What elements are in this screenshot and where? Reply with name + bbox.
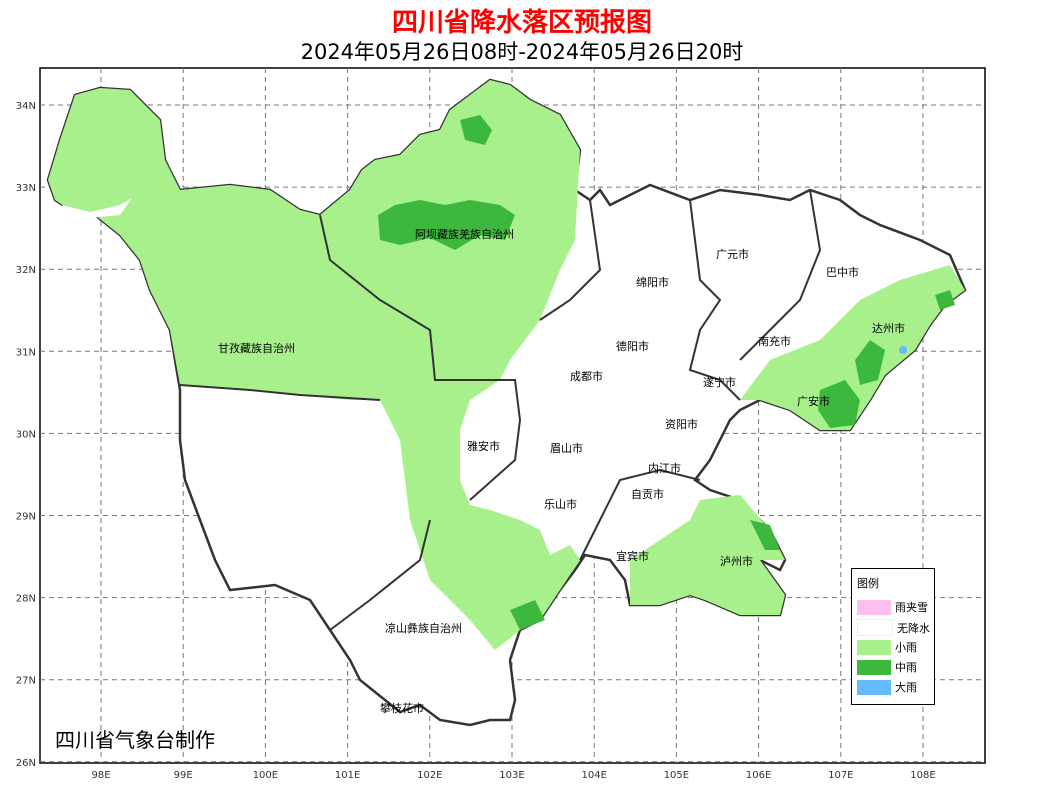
- moderate-rain-areas: [378, 115, 955, 630]
- city-label: 南充市: [758, 334, 791, 348]
- lat-tick-label: 32N: [16, 265, 36, 276]
- lon-tick-label: 102E: [417, 770, 442, 781]
- city-label: 广元市: [716, 247, 749, 261]
- no-rain-patch: [62, 198, 132, 218]
- city-label: 德阳市: [616, 339, 649, 353]
- city-label: 内江市: [648, 461, 681, 475]
- lat-tick-label: 33N: [16, 183, 36, 194]
- lat-tick-label: 29N: [16, 512, 36, 523]
- city-label: 自贡市: [631, 487, 664, 501]
- legend-swatch: [857, 599, 891, 615]
- city-label: 绵阳市: [636, 275, 669, 289]
- city-label: 成都市: [570, 369, 603, 383]
- city-label: 巴中市: [826, 265, 859, 279]
- city-label: 资阳市: [665, 417, 698, 431]
- lat-tick-label: 28N: [16, 594, 36, 605]
- legend-swatch: [857, 679, 891, 695]
- legend-swatch: [857, 619, 893, 636]
- lon-tick-label: 100E: [253, 770, 278, 781]
- city-label: 达州市: [872, 321, 905, 335]
- lat-tick-label: 31N: [16, 347, 36, 358]
- legend-label: 雨夹雪: [895, 601, 928, 614]
- legend: 图例 雨夹雪无降水小雨中雨大雨: [851, 568, 935, 705]
- lon-tick-label: 101E: [335, 770, 360, 781]
- legend-item: 中雨: [857, 659, 937, 675]
- city-label: 泸州市: [720, 554, 753, 568]
- city-label: 雅安市: [467, 439, 500, 453]
- lon-tick-label: 99E: [174, 770, 193, 781]
- city-label: 攀枝花市: [380, 701, 424, 715]
- lat-tick-label: 34N: [16, 101, 36, 112]
- legend-label: 中雨: [895, 661, 917, 674]
- light-rain-area-south: [630, 495, 785, 615]
- city-label: 广安市: [797, 394, 830, 408]
- legend-swatch: [857, 659, 891, 675]
- city-label: 遂宁市: [703, 375, 736, 389]
- prefecture-boundaries: [179, 189, 822, 631]
- legend-item: 大雨: [857, 679, 937, 695]
- legend-swatch: [857, 639, 891, 655]
- legend-item: 无降水: [857, 619, 937, 636]
- city-label: 眉山市: [550, 441, 583, 455]
- light-rain-area-east: [740, 265, 965, 430]
- city-label: 凉山彝族自治州: [385, 621, 462, 635]
- lon-tick-label: 105E: [664, 770, 689, 781]
- lat-tick-label: 30N: [16, 429, 36, 440]
- city-label: 宜宾市: [616, 549, 649, 563]
- lon-tick-label: 104E: [581, 770, 606, 781]
- lon-tick-label: 106E: [746, 770, 771, 781]
- credit-text: 四川省气象台制作: [55, 728, 215, 752]
- city-label: 阿坝藏族羌族自治州: [415, 227, 514, 241]
- lon-tick-label: 107E: [828, 770, 853, 781]
- legend-label: 小雨: [895, 641, 917, 654]
- lat-tick-label: 27N: [16, 676, 36, 687]
- map-title: 四川省降水落区预报图: [391, 8, 652, 38]
- legend-title: 图例: [857, 577, 879, 590]
- heavy-rain-spot: [899, 346, 907, 354]
- map-subtitle: 2024年05月26日08时-2024年05月26日20时: [300, 40, 744, 64]
- lon-tick-label: 98E: [91, 770, 110, 781]
- city-label: 乐山市: [544, 497, 577, 511]
- legend-label: 大雨: [895, 681, 917, 694]
- city-label: 甘孜藏族自治州: [218, 341, 295, 355]
- legend-item: 小雨: [857, 639, 937, 655]
- lon-tick-label: 103E: [499, 770, 524, 781]
- lon-tick-label: 108E: [910, 770, 935, 781]
- lat-tick-label: 26N: [16, 758, 36, 769]
- legend-item: 雨夹雪: [857, 599, 937, 615]
- legend-label: 无降水: [897, 621, 930, 635]
